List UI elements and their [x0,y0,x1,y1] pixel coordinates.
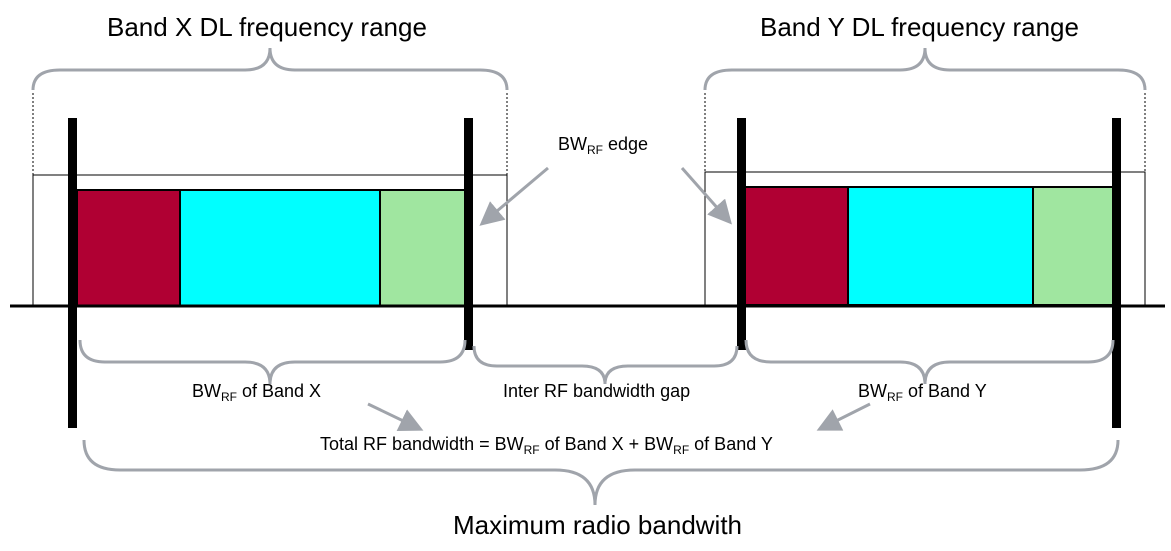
inter-gap-brace [472,345,739,385]
bw-rf-band-x-label: BWRF of Band X [192,381,322,404]
band-y-range-label: Band Y DL frequency range [760,12,1079,42]
band-y-right-edge-bar [1112,118,1121,428]
band-x-range-brace [31,47,509,91]
inter-gap-label: Inter RF bandwidth gap [503,381,691,401]
band-x-carrier-1 [76,189,181,307]
band-y-carrier-1 [744,186,849,306]
bw-rf-edge-arrow-right [680,167,732,225]
max-radio-bandwidth-label: Maximum radio bandwith [453,510,743,540]
band-x-range-label: Band X DL frequency range [107,12,427,42]
band-y-carrier-3 [1032,186,1114,306]
bw-rf-band-x-brace [78,339,467,385]
max-radio-brace [82,439,1120,506]
band-x-right-edge-bar [464,118,473,350]
band-y-carrier-2 [847,186,1034,306]
band-x-carrier-3 [379,189,467,307]
band-y-range-brace [703,47,1147,91]
band-x-to-total-arrow [367,402,424,432]
bw-rf-edge-arrow-left [479,166,549,226]
bw-rf-edge-label: BWRF edge [558,134,649,157]
bw-rf-band-y-label: BWRF of Band Y [858,381,987,404]
band-y-left-edge-bar [737,118,746,350]
band-x-left-edge-bar [68,118,77,428]
total-rf-bandwidth-label: Total RF bandwidth = BWRF of Band X + BW… [320,434,773,457]
bw-rf-band-y-brace [744,339,1115,385]
band-x-carrier-2 [179,189,381,307]
band-y-to-total-arrow [816,402,871,431]
